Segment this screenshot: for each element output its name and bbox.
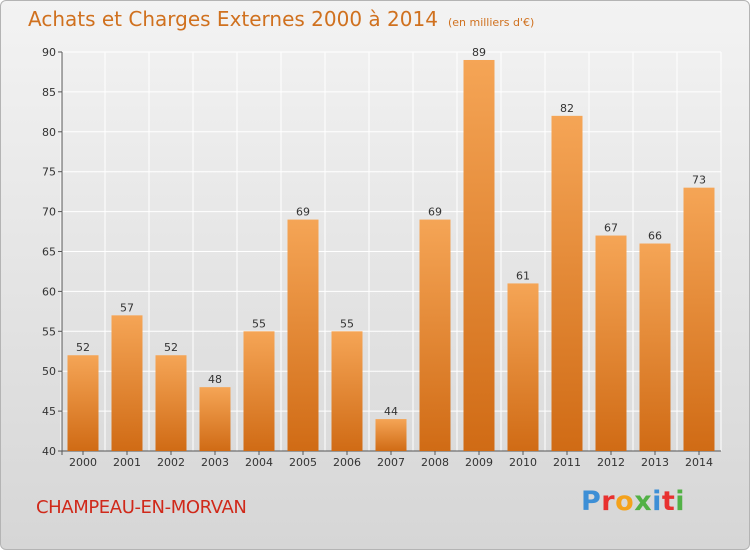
data-label: 52 (164, 341, 178, 354)
data-label: 55 (252, 317, 266, 330)
labels: 40 45 50 55 60 65 70 75 80 85 90 52 2000 57 2001 52 2002… (42, 46, 713, 469)
y-tick-label: 55 (42, 325, 56, 338)
x-tick-label: 2007 (377, 456, 405, 469)
x-tick-label: 2001 (113, 456, 141, 469)
y-tick-label: 50 (42, 365, 56, 378)
logo-letter: i (675, 486, 686, 517)
data-label: 89 (472, 46, 486, 59)
bar (639, 243, 671, 451)
x-tick-label: 2004 (245, 456, 273, 469)
bar (199, 387, 231, 451)
data-label: 66 (648, 230, 662, 243)
data-label: 67 (604, 222, 618, 235)
x-tick-label: 2000 (69, 456, 97, 469)
data-label: 52 (76, 341, 90, 354)
y-tick-label: 45 (42, 405, 56, 418)
logo-letter: r (601, 486, 616, 517)
bar (67, 355, 99, 451)
x-tick-label: 2013 (641, 456, 669, 469)
bar (419, 219, 451, 451)
x-tick-label: 2009 (465, 456, 493, 469)
x-tick-label: 2012 (597, 456, 625, 469)
bar (243, 331, 275, 451)
title-text: Achats et Charges Externes 2000 à 2014 (28, 7, 438, 31)
data-label: 57 (120, 301, 134, 314)
data-label: 55 (340, 317, 354, 330)
bar (111, 315, 143, 451)
bar (331, 331, 363, 451)
data-label: 69 (296, 206, 310, 219)
unit-label: (en milliers d'€) (447, 16, 535, 29)
y-tick-label: 60 (42, 285, 56, 298)
x-tick-label: 2003 (201, 456, 229, 469)
x-tick-label: 2008 (421, 456, 449, 469)
bar (595, 235, 627, 451)
data-label: 73 (692, 174, 706, 187)
x-tick-label: 2011 (553, 456, 581, 469)
bar (287, 219, 319, 451)
x-tick-label: 2014 (685, 456, 713, 469)
data-label: 44 (384, 405, 398, 418)
y-tick-label: 75 (42, 166, 56, 179)
logo-letter: x (634, 486, 653, 517)
y-tick-label: 80 (42, 126, 56, 139)
data-label: 61 (516, 269, 530, 282)
location-name: CHAMPEAU-EN-MORVAN (36, 497, 247, 518)
data-label: 82 (560, 102, 574, 115)
y-tick-label: 65 (42, 246, 56, 259)
chart-title: Achats et Charges Externes 2000 à 2014 (e… (28, 7, 534, 31)
bar (463, 59, 495, 451)
x-tick-label: 2005 (289, 456, 317, 469)
bar (507, 283, 539, 451)
y-tick-label: 70 (42, 206, 56, 219)
logo-letter: o (615, 486, 635, 517)
x-tick-label: 2006 (333, 456, 361, 469)
x-tick-label: 2010 (509, 456, 537, 469)
bar (551, 115, 583, 451)
bars (67, 59, 715, 451)
logo-letter: P (581, 486, 602, 517)
data-label: 48 (208, 373, 222, 386)
logo-letter: t (661, 486, 676, 517)
x-tick-label: 2002 (157, 456, 185, 469)
proxiti-logo[interactable]: Proxiti (581, 486, 685, 517)
bar (155, 355, 187, 451)
y-tick-label: 85 (42, 86, 56, 99)
bar (683, 187, 715, 451)
y-tick-label: 90 (42, 46, 56, 59)
logo-letter: i (652, 486, 662, 517)
data-label: 69 (428, 206, 442, 219)
y-tick-label: 40 (42, 445, 56, 458)
bar (375, 419, 407, 451)
